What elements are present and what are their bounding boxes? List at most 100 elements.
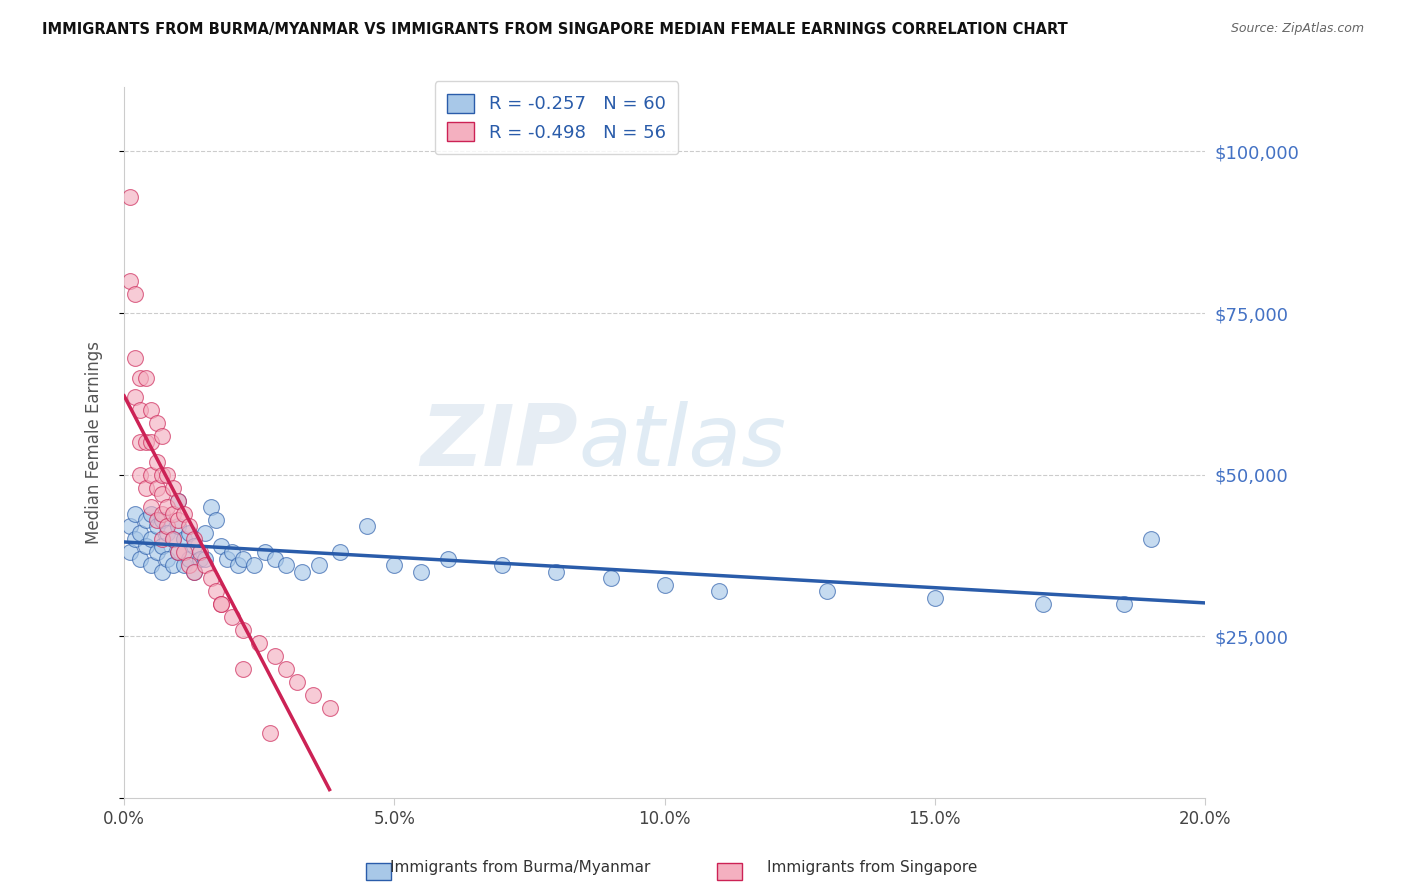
Point [259, 726, 281, 740]
Point [177, 525, 200, 540]
Point [209, 597, 232, 611]
Point [491, 558, 513, 573]
Point [167, 545, 190, 559]
Point [318, 700, 340, 714]
Point [167, 513, 190, 527]
Point [356, 519, 378, 533]
Point [707, 584, 730, 599]
Point [145, 481, 167, 495]
Point [329, 545, 352, 559]
Point [221, 610, 243, 624]
Point [124, 286, 146, 301]
Text: ZIP: ZIP [420, 401, 578, 483]
Point [205, 513, 228, 527]
Point [291, 565, 314, 579]
Point [285, 674, 308, 689]
Point [145, 545, 167, 559]
Point [124, 533, 146, 547]
Point [150, 507, 173, 521]
Legend: R = -0.257   N = 60, R = -0.498   N = 56: R = -0.257 N = 60, R = -0.498 N = 56 [434, 81, 678, 154]
Point [173, 558, 195, 573]
Point [1032, 597, 1054, 611]
Point [188, 545, 211, 559]
Point [118, 545, 141, 559]
Point [815, 584, 838, 599]
Point [162, 481, 184, 495]
Point [135, 370, 157, 384]
Point [276, 662, 298, 676]
Point [308, 558, 330, 573]
Text: atlas: atlas [578, 401, 786, 483]
Point [150, 467, 173, 482]
Point [129, 370, 152, 384]
Point [150, 487, 173, 501]
Point [302, 688, 325, 702]
Point [150, 533, 173, 547]
Point [118, 519, 141, 533]
Text: Source: ZipAtlas.com: Source: ZipAtlas.com [1230, 22, 1364, 36]
Text: Immigrants from Burma/Myanmar: Immigrants from Burma/Myanmar [389, 861, 651, 875]
Point [156, 500, 179, 514]
Point [546, 565, 568, 579]
Point [167, 493, 190, 508]
Point [183, 533, 205, 547]
Point [167, 519, 190, 533]
Point [145, 455, 167, 469]
Point [124, 507, 146, 521]
Point [232, 551, 254, 566]
Point [162, 507, 184, 521]
Point [173, 545, 195, 559]
Point [200, 571, 222, 585]
Point [118, 189, 141, 203]
Point [129, 525, 152, 540]
Point [194, 551, 217, 566]
Point [141, 500, 163, 514]
Point [194, 558, 217, 573]
Point [188, 551, 211, 566]
Point [264, 648, 287, 663]
Point [150, 565, 173, 579]
Point [141, 435, 163, 450]
Point [1140, 533, 1163, 547]
Point [183, 539, 205, 553]
Point [232, 623, 254, 637]
Point [276, 558, 298, 573]
Point [150, 513, 173, 527]
Point [200, 500, 222, 514]
Point [150, 429, 173, 443]
Point [177, 558, 200, 573]
Point [118, 274, 141, 288]
Point [156, 467, 179, 482]
Point [156, 551, 179, 566]
Point [173, 533, 195, 547]
Point [173, 507, 195, 521]
Point [599, 571, 621, 585]
Point [221, 545, 243, 559]
Point [162, 558, 184, 573]
Point [437, 551, 460, 566]
Point [141, 467, 163, 482]
Point [243, 558, 266, 573]
Point [382, 558, 405, 573]
Point [177, 551, 200, 566]
Point [215, 551, 238, 566]
Point [167, 545, 190, 559]
Point [141, 403, 163, 417]
Point [253, 545, 276, 559]
Point [156, 525, 179, 540]
Point [124, 390, 146, 404]
Point [129, 403, 152, 417]
Point [162, 533, 184, 547]
Point [924, 591, 946, 605]
Point [156, 519, 179, 533]
Point [209, 539, 232, 553]
Point [135, 539, 157, 553]
Point [226, 558, 249, 573]
Point [162, 533, 184, 547]
Point [135, 513, 157, 527]
Point [124, 351, 146, 366]
Point [194, 525, 217, 540]
Point [177, 519, 200, 533]
Point [129, 551, 152, 566]
Point [135, 435, 157, 450]
